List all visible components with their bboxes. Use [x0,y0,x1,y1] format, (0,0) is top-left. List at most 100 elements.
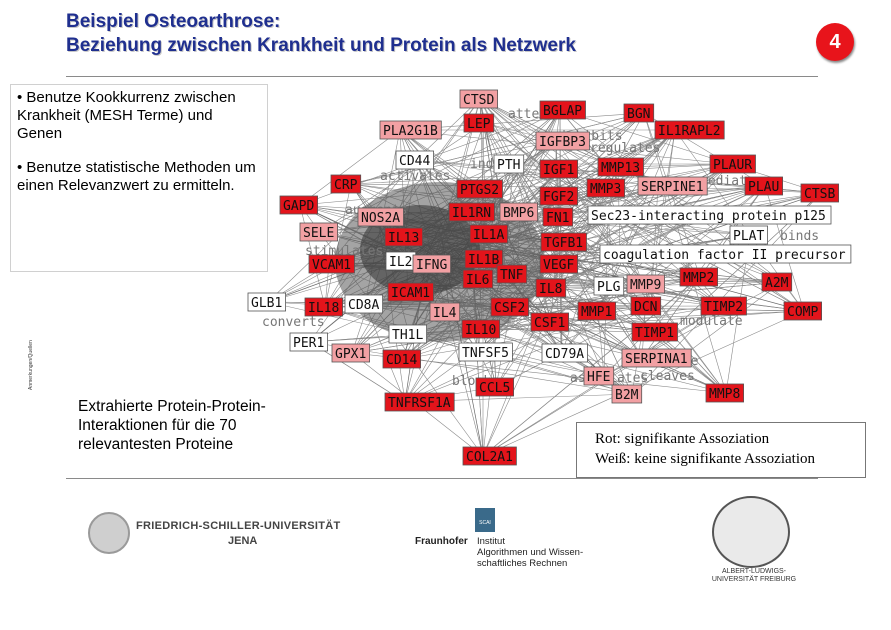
protein-node: TGFB1 [540,232,587,252]
node-box [299,222,338,242]
node-label: CSF1 [534,316,565,331]
extraction-line-2: Interaktionen für die 70 [78,417,237,434]
extraction-line-3: relevantesten Proteine [78,436,234,453]
node-label: IL13 [388,231,419,246]
node-label: PLG [597,280,621,295]
node-box [679,267,718,287]
node-label: DCN [634,300,657,315]
node-box [458,342,513,362]
protein-node: BMP6 [499,202,538,222]
node-label: IL2 [389,255,412,270]
node-label: TIMP1 [635,326,674,341]
node-box [379,120,442,140]
node-label: TNFSF5 [462,346,509,361]
node-label: B2M [615,388,639,403]
node-label: MMP8 [709,387,740,402]
node-label: IL8 [539,282,562,297]
protein-node: LEP [463,113,495,133]
node-label: FN1 [546,211,569,226]
node-label: PTGS2 [460,183,499,198]
node-label: PTH [497,158,520,173]
protein-node: BGN [623,103,655,123]
node-box [382,349,421,369]
freiburg-logo: ALBERT-LUDWIGS- UNIVERSITÄT FREIBURG [704,496,804,588]
node-box [541,343,588,363]
jena-seal-icon [88,512,130,554]
freiburg-seal-icon [712,496,790,568]
protein-node: IGFBP3 [535,131,590,151]
node-label: BMP6 [503,206,534,221]
node-box [289,332,328,352]
protein-node: GAPD [279,195,318,215]
node-box [530,312,569,332]
node-label: TGFB1 [544,236,583,251]
node-label: CD8A [348,298,379,313]
node-label: CCL5 [479,381,510,396]
interaction-edge [603,214,609,377]
node-label: CD79A [545,347,584,362]
protein-node: ICAM1 [387,282,434,302]
edge-label: cleaves [640,369,695,384]
node-label: NOS2A [361,211,400,226]
fraunhofer-logo: SCAI Fraunhofer Institut Algorithmen und… [415,508,615,574]
node-box [800,183,839,203]
interaction-edge [495,129,676,388]
protein-node: IL1RAPL2 [654,120,725,140]
node-box [388,324,427,344]
edge-label: activates [380,169,450,184]
interaction-edge [657,185,783,283]
node-box [761,272,793,292]
node-box [384,392,455,412]
node-box [729,225,768,245]
node-box [597,157,644,177]
protein-node: IL2 [385,251,417,271]
protein-node: COMP [783,301,822,321]
node-label: coagulation factor II precursor [603,248,846,263]
protein-node: HFE [583,366,615,386]
protein-node: IFNG [412,254,451,274]
node-box [621,348,692,368]
jena-logo: FRIEDRICH-SCHILLER-UNIVERSITÄT JENA [88,512,346,558]
node-label: IGFBP3 [539,135,586,150]
protein-node: Sec23-interacting protein p125 [587,205,832,225]
node-label: CTSB [804,187,835,202]
node-label: HFE [587,370,610,385]
node-label: IL1RAPL2 [658,124,721,139]
node-box [611,384,643,404]
protein-node: CTSB [800,183,839,203]
node-label: PLAT [733,229,764,244]
protein-node: PLAUR [709,154,756,174]
node-label: MMP1 [581,305,612,320]
node-label: TH1L [392,328,423,343]
extraction-line-1: Extrahierte Protein-Protein- [78,398,266,415]
protein-node: CD79A [541,343,588,363]
freiburg-line-2: UNIVERSITÄT FREIBURG [711,576,797,583]
node-box [583,366,615,386]
interaction-edge [267,159,417,303]
node-box [448,202,495,222]
node-label: Sec23-interacting protein p125 [591,209,826,224]
protein-node: PTGS2 [456,179,503,199]
title-line-2: Beziehung zwischen Krankheit und Protein… [66,35,576,56]
node-label: COL2A1 [466,450,513,465]
protein-node: CD8A [344,294,383,314]
jena-name: FRIEDRICH-SCHILLER-UNIVERSITÄT [136,520,341,532]
node-box [542,207,574,227]
node-box [469,224,508,244]
edge-label: modulate [680,314,743,329]
node-box [384,227,423,247]
title-line-1: Beispiel Osteoarthrose: [66,11,281,32]
node-label: VCAM1 [312,258,351,273]
node-label: IFNG [416,258,447,273]
node-box [586,178,625,198]
node-label: MMP9 [630,278,661,293]
protein-node: SERPINE1 [637,176,708,196]
protein-node: BGLAP [539,100,586,120]
node-box [304,297,343,317]
node-label: CTSD [463,93,494,108]
protein-node: B2M [611,384,643,404]
node-box [599,244,852,264]
legend-red: Rot: signifikante Assoziation [595,431,770,447]
protein-node: SELE [299,222,338,242]
node-label: TNF [500,268,524,283]
